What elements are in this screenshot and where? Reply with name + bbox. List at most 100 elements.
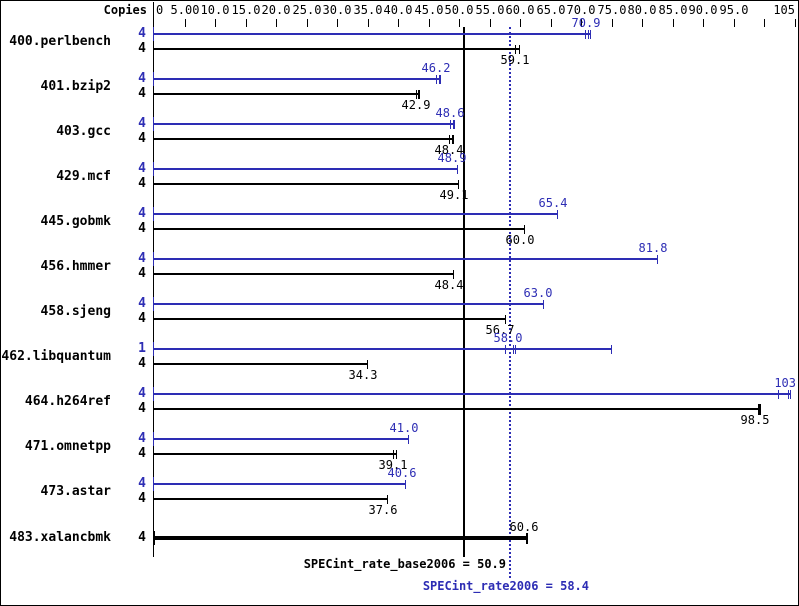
bar — [153, 498, 387, 500]
copies-value: 4 — [138, 71, 146, 86]
bar — [153, 303, 543, 305]
peak-metric-label: SPECint_rate2006 = 58.4 — [422, 579, 589, 593]
run-tick — [515, 345, 516, 354]
copies-value: 4 — [138, 206, 146, 221]
copies-value: 4 — [138, 530, 146, 545]
benchmark-label: 483.xalancbmk — [9, 530, 111, 545]
base-reference-line — [463, 27, 465, 557]
bar-end-tick — [519, 45, 520, 54]
copies-value: 4 — [138, 386, 146, 401]
run-tick — [515, 45, 516, 54]
axis-tick-label: 10.0 — [200, 3, 230, 17]
run-tick — [778, 390, 779, 399]
copies-value: 4 — [138, 251, 146, 266]
axis-tick-mark — [429, 19, 430, 27]
axis-tick-mark — [246, 19, 247, 27]
bar — [153, 483, 405, 485]
axis-tick-label: 5.00 — [170, 3, 200, 17]
bar — [153, 138, 453, 140]
copies-value: 4 — [138, 116, 146, 131]
bar-value-label: 98.5 — [740, 413, 770, 427]
bar — [153, 363, 367, 365]
run-tick — [453, 120, 454, 129]
bar-end-tick — [657, 255, 658, 264]
bar — [153, 536, 527, 540]
run-tick — [449, 135, 450, 144]
bar-value-label: 46.2 — [421, 61, 451, 75]
axis-tick-label: 105 — [773, 3, 795, 17]
copies-value: 4 — [138, 86, 146, 101]
bar-end-tick — [543, 300, 544, 309]
axis-tick-mark — [612, 19, 613, 27]
copies-value: 4 — [138, 26, 146, 41]
bar-value-label: 39.1 — [378, 458, 408, 472]
bar-end-tick — [457, 165, 458, 174]
bar-end-tick — [440, 75, 441, 84]
bar-end-tick — [505, 315, 506, 324]
axis-tick-label: 85.0 — [658, 3, 688, 17]
copies-value: 4 — [138, 41, 146, 56]
axis-tick-mark — [215, 19, 216, 27]
copies-value: 4 — [138, 221, 146, 236]
bar-end-tick — [396, 450, 397, 459]
axis-tick-label: 65.0 — [536, 3, 566, 17]
axis-tick-label: 75.0 — [597, 3, 627, 17]
benchmark-label: 471.omnetpp — [24, 439, 111, 454]
axis-tick-label: 0 — [156, 3, 164, 17]
bar-end-tick — [590, 30, 591, 39]
run-tick — [788, 390, 789, 399]
bar-value-label: 48.9 — [437, 151, 467, 165]
axis-tick-mark — [795, 19, 796, 27]
axis-tick-mark — [673, 19, 674, 27]
axis-tick-mark — [276, 19, 277, 27]
bar-end-tick — [524, 225, 525, 234]
axis-tick-label: 15.0 — [231, 3, 261, 17]
axis-tick-mark — [734, 19, 735, 27]
bar-value-label: 48.6 — [435, 106, 465, 120]
bar-end-tick — [405, 480, 406, 489]
benchmark-label: 458.sjeng — [40, 304, 111, 319]
bar-value-label: 81.8 — [638, 241, 668, 255]
bar — [153, 273, 453, 275]
bar — [153, 258, 657, 260]
bar-value-label: 42.9 — [401, 98, 431, 112]
axis-tick-label: 80.0 — [627, 3, 657, 17]
axis-tick-label: 45.0 — [414, 3, 444, 17]
axis-tick-mark — [642, 19, 643, 27]
run-tick — [439, 75, 440, 84]
bar-value-label: 58.0 — [493, 331, 523, 345]
bar — [153, 213, 557, 215]
bar-end-tick — [387, 495, 388, 504]
axis-tick-label: 70.0 — [566, 3, 596, 17]
bar-value-label: 40.6 — [387, 466, 417, 480]
bar — [153, 48, 519, 50]
benchmark-label: 456.hmmer — [40, 259, 111, 274]
bar — [153, 408, 759, 410]
bar-value-label: 103 — [774, 376, 796, 390]
copies-value: 4 — [138, 356, 146, 371]
axis-tick-mark — [398, 19, 399, 27]
bar-end-tick — [458, 180, 459, 189]
bar — [153, 453, 396, 455]
bar-value-label: 34.3 — [348, 368, 378, 382]
copies-value: 1 — [138, 341, 146, 356]
bar-end-tick — [526, 533, 528, 544]
benchmark-label: 400.perlbench — [9, 34, 111, 49]
bar-value-label: 59.1 — [500, 53, 530, 67]
bar-end-tick — [557, 210, 558, 219]
axis-tick-mark — [185, 19, 186, 27]
axis-tick-mark — [368, 19, 369, 27]
axis-tick-mark — [520, 19, 521, 27]
run-tick — [505, 345, 506, 354]
bar-value-label: 60.6 — [509, 520, 539, 534]
bar-end-tick — [611, 345, 612, 354]
axis-tick-mark — [459, 19, 460, 27]
peak-reference-line — [509, 27, 511, 578]
run-tick — [452, 135, 453, 144]
run-tick — [513, 345, 514, 354]
axis-tick-mark — [764, 19, 765, 27]
bar-value-label: 48.4 — [434, 278, 464, 292]
bar — [153, 78, 440, 80]
copies-value: 4 — [138, 131, 146, 146]
axis-tick-label: 40.0 — [383, 3, 413, 17]
